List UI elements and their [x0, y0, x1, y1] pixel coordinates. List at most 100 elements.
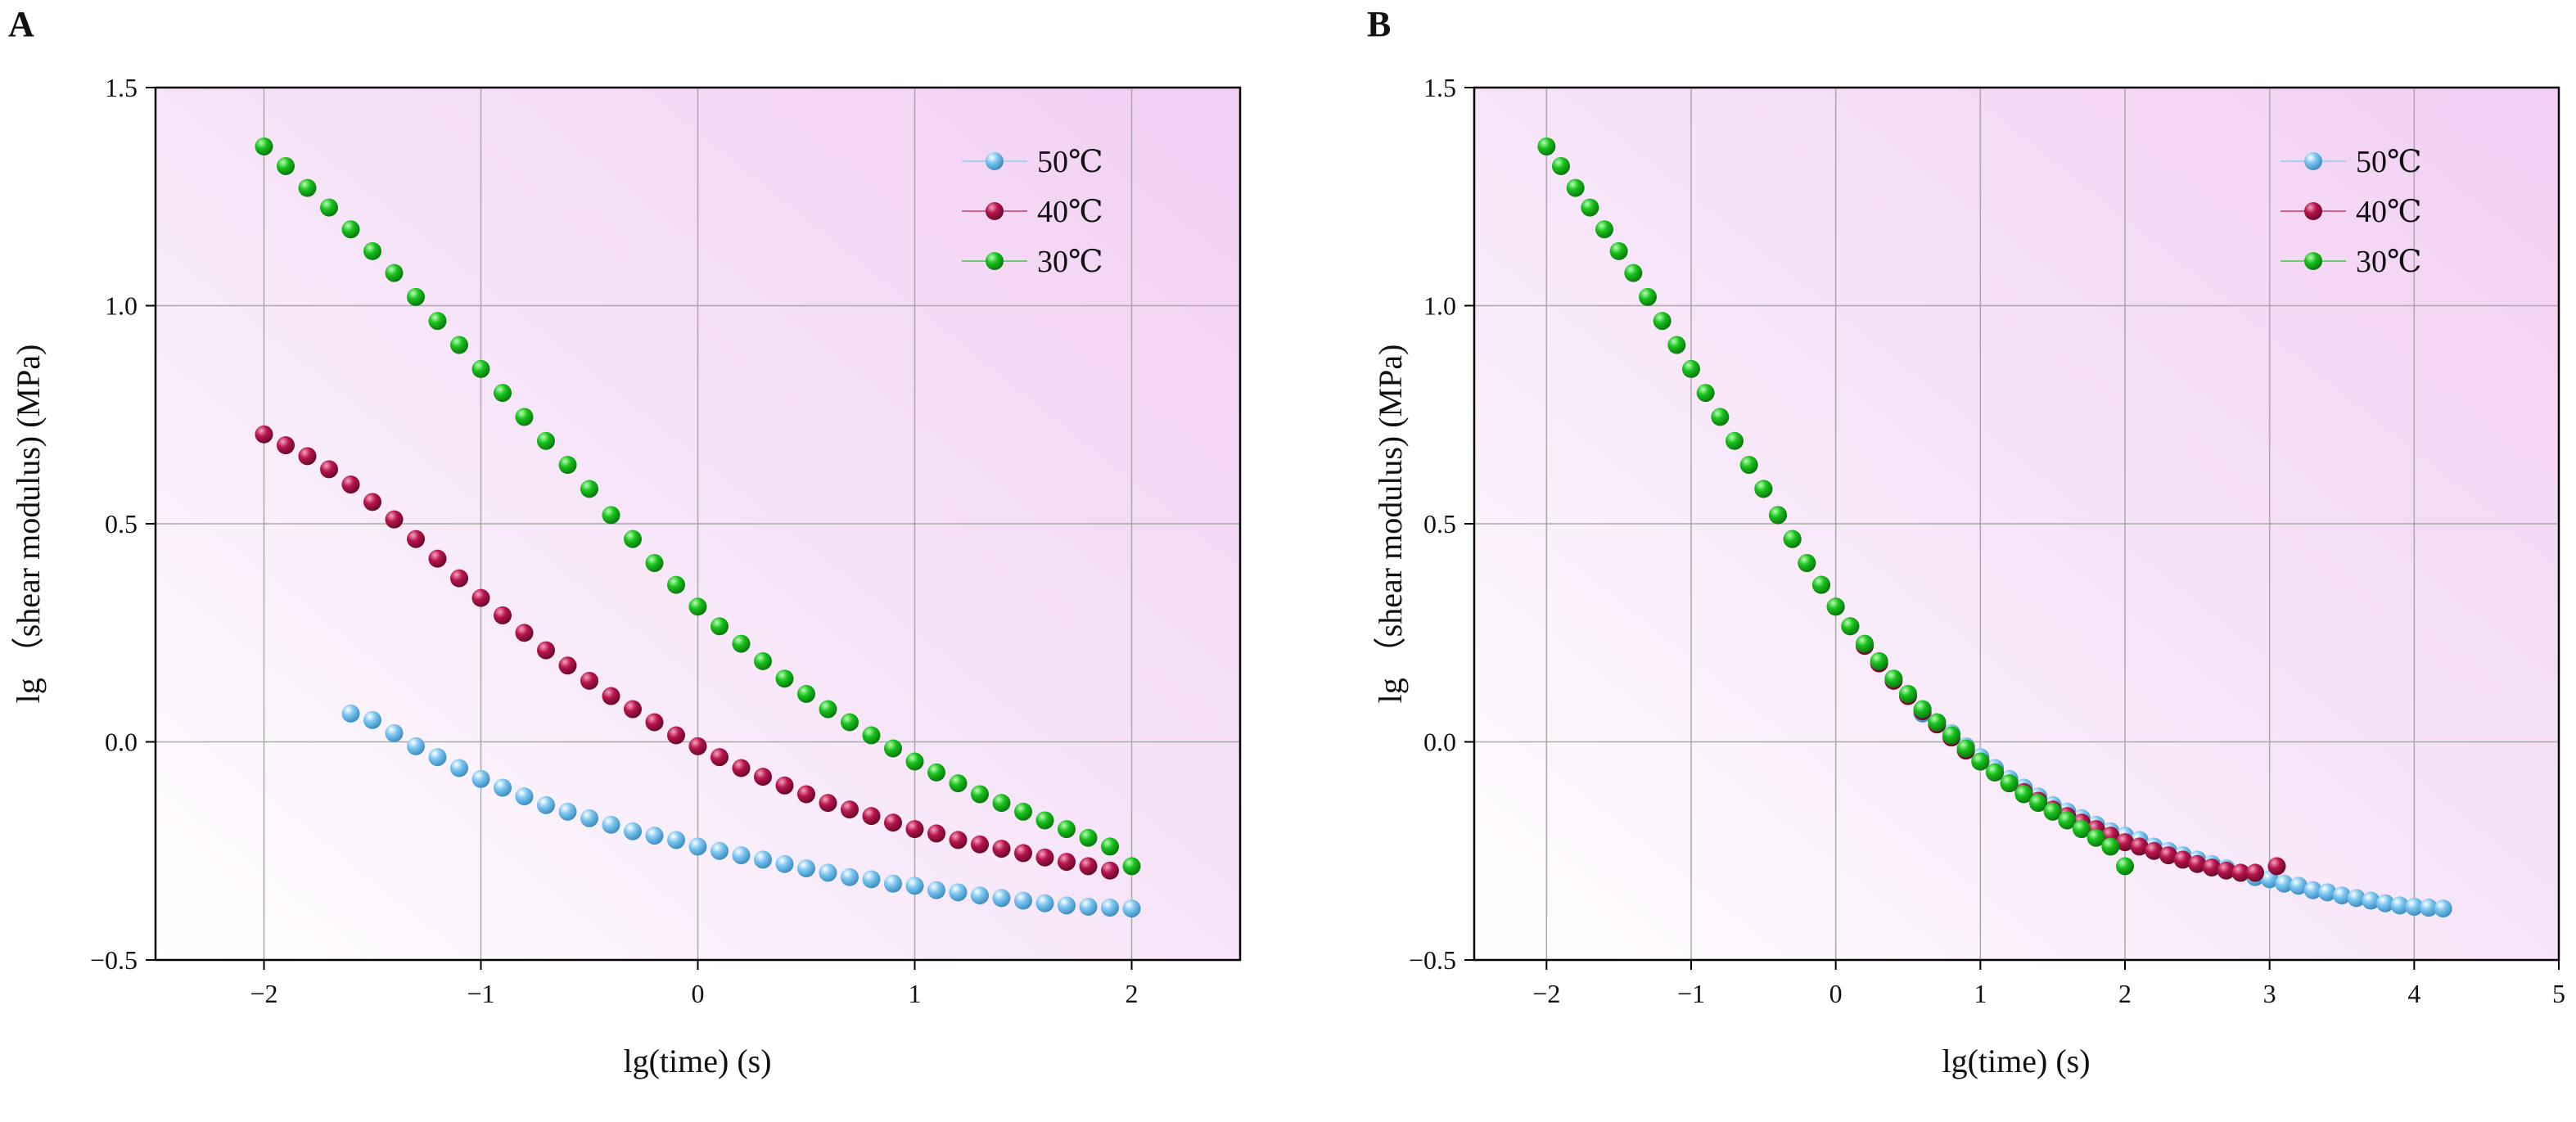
- panel-b-legend-label: 30℃: [2356, 245, 2422, 279]
- panel-a-series-50c: [341, 704, 1141, 918]
- panel-b-point-30c: [1971, 752, 1990, 771]
- panel-a-point-30c: [711, 617, 729, 636]
- panel-a-y-tick-label: 1.0: [105, 291, 138, 321]
- panel-a-point-50c: [688, 837, 707, 856]
- panel-b-point-50c: [2260, 870, 2279, 889]
- panel-a-point-50c: [971, 886, 989, 905]
- panel-b-series-30c: [1537, 137, 2134, 876]
- panel-a-point-40c: [298, 447, 317, 466]
- panel-b-point-50c: [2318, 883, 2337, 902]
- panel-b-series: [1537, 137, 2452, 918]
- panel-a-point-50c: [1058, 896, 1076, 915]
- panel-a-point-50c: [515, 787, 534, 806]
- panel-a-point-50c: [667, 831, 685, 849]
- panel-b-label: B: [1367, 4, 1391, 44]
- panel-a-point-40c: [471, 588, 490, 607]
- panel-b-point-30c: [1552, 156, 1570, 175]
- panel-a-point-30c: [862, 726, 881, 745]
- panel-b-point-40c: [2159, 846, 2177, 865]
- panel-a-point-30c: [971, 785, 989, 804]
- panel-a-point-50c: [1122, 899, 1141, 918]
- panel-a-point-30c: [363, 241, 381, 260]
- panel-a-point-40c: [1058, 853, 1076, 872]
- panel-b-point-40c: [2188, 854, 2207, 873]
- panel-a-point-50c: [645, 827, 664, 845]
- panel-a-point-30c: [754, 651, 772, 670]
- panel-a-point-50c: [558, 802, 577, 821]
- panel-b-point-30c: [2087, 828, 2105, 847]
- panel-a-point-30c: [1035, 811, 1054, 830]
- panel-a-point-40c: [797, 785, 815, 804]
- panel-a-point-50c: [580, 809, 598, 827]
- panel-b-point-50c: [2347, 889, 2366, 908]
- panel-b-x-tick-labels: −2 −1 0 1 2 3 4 5: [1532, 979, 2565, 1008]
- panel-a-x-tick-label: 0: [692, 979, 705, 1008]
- panel-a: A −2 −1 0 1 2 −0.5 0.0 0.5 1.0 1.5 50℃ 40℃ 30℃ lg(…: [8, 4, 1242, 1079]
- panel-a-y-tick-label: −0.5: [90, 945, 138, 975]
- panel-a-point-50c: [905, 876, 924, 895]
- panel-a-point-30c: [580, 480, 598, 498]
- panel-a-point-30c: [819, 700, 837, 719]
- panel-a-point-30c: [905, 752, 924, 771]
- panel-a-point-30c: [1101, 837, 1119, 856]
- panel-a-legend-marker: [986, 202, 1004, 220]
- panel-a-x-tick-label: 2: [1126, 979, 1139, 1008]
- panel-b-y-tick-label: 0.0: [1423, 728, 1456, 757]
- panel-a-series: [255, 137, 1141, 918]
- panel-b-point-30c: [1870, 651, 1888, 670]
- panel-a-y-tick-label: 0.5: [105, 509, 138, 538]
- panel-a-point-30c: [667, 575, 685, 594]
- panel-b-point-30c: [1826, 597, 1845, 616]
- panel-b-point-40c: [2130, 837, 2149, 856]
- panel-b-point-30c: [2116, 857, 2134, 876]
- panel-a-point-50c: [775, 854, 794, 873]
- panel-a-point-40c: [1079, 857, 1098, 876]
- panel-b-x-tick-label: −1: [1677, 979, 1705, 1008]
- panel-b-point-30c: [2101, 837, 2120, 856]
- panel-b-legend-item-50c: 50℃: [2281, 145, 2422, 179]
- panel-b-point-30c: [2058, 811, 2077, 830]
- panel-b-y-tick-labels: −0.5 0.0 0.5 1.0 1.5: [1409, 73, 1456, 975]
- panel-a-point-40c: [667, 726, 685, 745]
- panel-a-point-50c: [711, 841, 729, 860]
- panel-b-point-40c: [2173, 850, 2192, 869]
- panel-b-point-30c: [1769, 506, 1787, 525]
- panel-a-point-50c: [385, 723, 404, 742]
- panel-b-x-tick-label: 0: [1829, 979, 1843, 1008]
- panel-a-legend-item-50c: 50℃: [962, 145, 1103, 179]
- panel-b-x-tick-label: 5: [2552, 979, 2565, 1008]
- panel-b-legend-marker: [2304, 202, 2322, 220]
- panel-b-point-30c: [1624, 264, 1643, 282]
- panel-b-point-30c: [1913, 700, 1932, 719]
- panel-a-point-50c: [754, 850, 772, 869]
- panel-a-point-50c: [602, 815, 620, 834]
- panel-a-y-tick-label: 1.5: [105, 73, 138, 102]
- panel-b-point-40c: [2231, 863, 2250, 882]
- panel-b-y-tick-label: 1.0: [1423, 291, 1456, 321]
- panel-b-y-axis-label: lg （shear modulus) (MPa): [1372, 345, 1409, 704]
- panel-a-point-40c: [407, 529, 425, 548]
- panel-a-point-50c: [1101, 899, 1119, 917]
- panel-a-point-40c: [558, 656, 577, 675]
- panel-b-point-30c: [1856, 634, 1874, 653]
- panel-b-point-30c: [1754, 480, 1773, 498]
- panel-a-point-50c: [1035, 894, 1054, 912]
- panel-b-x-axis-label: lg(time) (s): [1942, 1043, 2090, 1079]
- panel-b-point-50c: [2333, 886, 2351, 905]
- panel-b-point-40c: [2145, 841, 2163, 860]
- panel-a-point-50c: [862, 870, 881, 889]
- panel-a-point-30c: [515, 408, 534, 426]
- panel-a-legend-marker: [986, 152, 1004, 170]
- panel-b-point-50c: [2290, 876, 2308, 895]
- panel-b-legend: 50℃ 40℃ 30℃: [2281, 145, 2422, 279]
- panel-a-point-50c: [407, 737, 425, 755]
- panel-b-legend-marker: [2304, 152, 2322, 170]
- panel-b-point-50c: [2303, 881, 2322, 899]
- panel-b-point-40c: [2217, 861, 2235, 880]
- panel-a-point-50c: [927, 881, 945, 899]
- panel-b-x-tick-label: 3: [2263, 979, 2276, 1008]
- panel-a-point-50c: [841, 867, 859, 886]
- panel-a-point-40c: [277, 436, 295, 455]
- panel-a-point-30c: [992, 794, 1011, 813]
